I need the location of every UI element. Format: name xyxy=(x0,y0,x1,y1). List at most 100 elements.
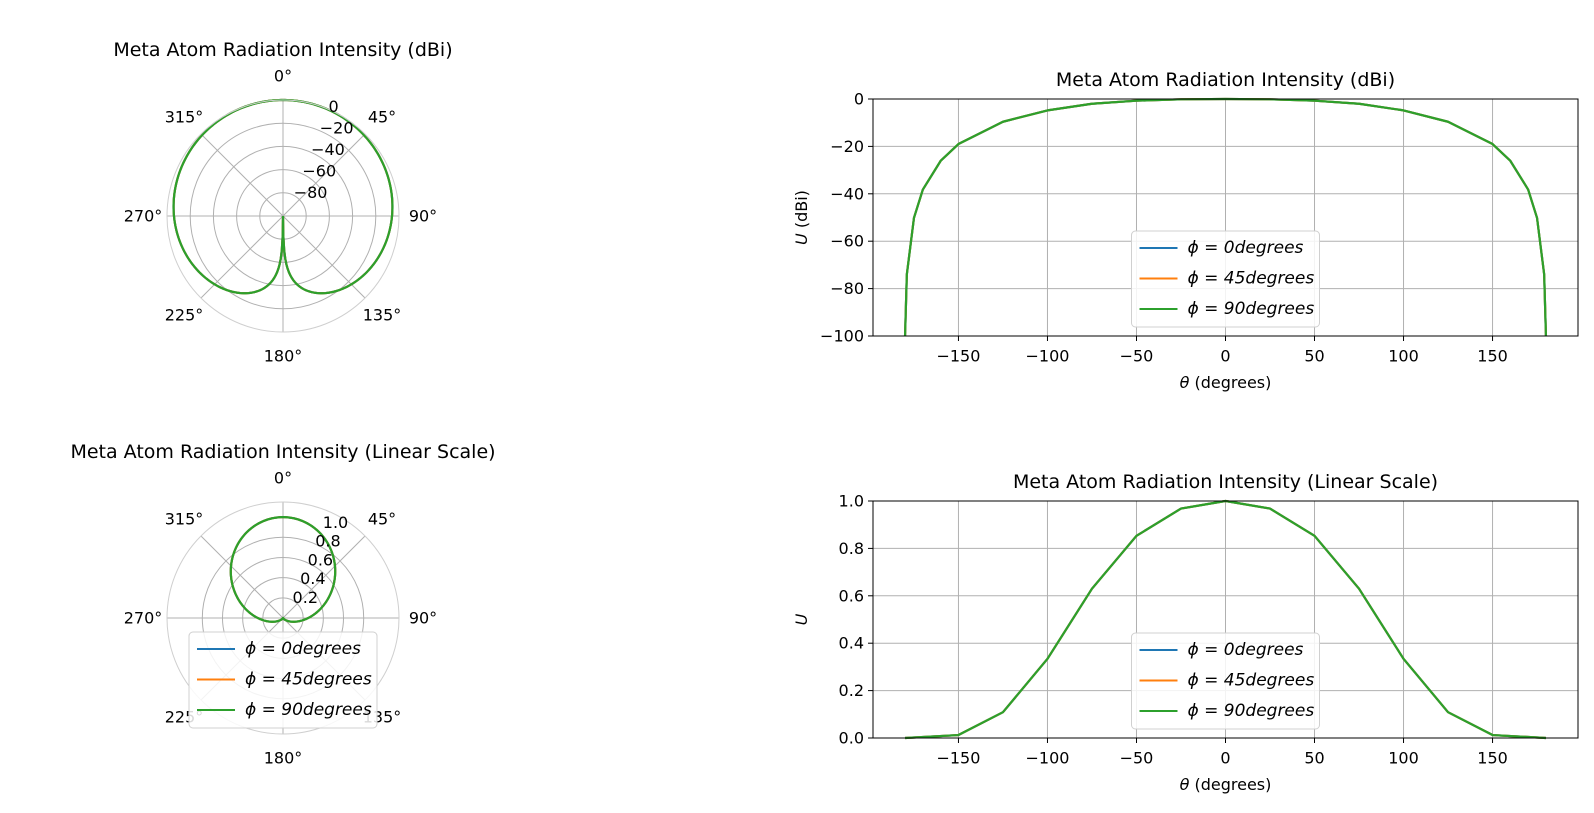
radius-gridline xyxy=(236,169,330,263)
polar-legend-label-2: ϕ = 90degrees xyxy=(245,700,372,720)
y-tick-label: 0.4 xyxy=(839,634,864,653)
chart-title: Meta Atom Radiation Intensity (Linear Sc… xyxy=(70,441,495,463)
chart-legend-symbol-2: ϕ xyxy=(1188,701,1199,721)
y-tick-label: 1.0 xyxy=(839,492,864,511)
chart-legend-symbol-0: ϕ xyxy=(1188,238,1199,258)
radius-gridline xyxy=(189,122,377,310)
polar-legend-symbol-2: ϕ xyxy=(245,700,256,720)
x-axis-label-text: (degrees) xyxy=(1189,775,1271,794)
radius-tick-label: 0.4 xyxy=(300,569,325,588)
polar-legend-frame xyxy=(188,631,378,729)
y-tick-label: −80 xyxy=(830,279,864,298)
polar-legend-label-0: ϕ = 0degrees xyxy=(245,639,361,659)
angle-gridline xyxy=(200,535,284,619)
chart-legend-label-2: ϕ = 90degrees xyxy=(1188,299,1315,319)
chart-title: Meta Atom Radiation Intensity (dBi) xyxy=(1056,69,1395,91)
polar-spine xyxy=(166,99,400,333)
chart-legend-text-0: = 0degrees xyxy=(1199,238,1304,258)
chart-legend-symbol-1: ϕ xyxy=(1188,671,1199,691)
angle-tick-label: 0° xyxy=(274,469,292,488)
chart-legend-label-1: ϕ = 45degrees xyxy=(1188,671,1315,691)
x-axis-label-symbol: θ xyxy=(1180,373,1190,392)
x-tick-label: 50 xyxy=(1304,347,1324,366)
y-tick-label: −100 xyxy=(820,327,864,346)
x-axis-label: θ (degrees) xyxy=(1180,373,1272,392)
x-tick-label: −50 xyxy=(1120,347,1154,366)
chart-legend-text-0: = 0degrees xyxy=(1199,640,1304,660)
x-tick-label: −50 xyxy=(1120,749,1154,768)
series-line-2 xyxy=(229,516,337,623)
x-tick-label: 100 xyxy=(1388,347,1419,366)
radius-tick-label: −40 xyxy=(311,140,345,159)
chart-legend-symbol-1: ϕ xyxy=(1188,269,1199,289)
angle-tick-label: 45° xyxy=(368,510,396,529)
angle-tick-label: 225° xyxy=(165,305,204,324)
x-tick-label: 50 xyxy=(1304,749,1324,768)
polar-legend-label-1: ϕ = 45degrees xyxy=(245,670,372,690)
y-tick-label: −20 xyxy=(830,137,864,156)
radius-tick-label: −20 xyxy=(320,118,354,137)
x-tick-label: 150 xyxy=(1477,749,1508,768)
x-axis-label-text: (degrees) xyxy=(1189,373,1271,392)
angle-tick-label: 180° xyxy=(264,347,303,366)
y-axis-label-symbol: U xyxy=(792,613,811,625)
y-axis-label: U (dBi) xyxy=(792,190,811,245)
angle-tick-label: 0° xyxy=(274,67,292,86)
angle-gridline xyxy=(200,133,284,217)
y-axis-label-symbol: U xyxy=(792,233,811,245)
chart-legend-symbol-0: ϕ xyxy=(1188,640,1199,660)
polar-legend-symbol-1: ϕ xyxy=(245,670,256,690)
angle-gridline xyxy=(282,133,366,217)
polar-spine xyxy=(166,501,400,735)
x-tick-label: −100 xyxy=(1025,749,1069,768)
angle-gridline xyxy=(200,215,284,299)
angle-tick-label: 90° xyxy=(409,609,437,628)
chart-legend-text-2: = 90degrees xyxy=(1199,701,1315,721)
y-tick-label: −60 xyxy=(830,232,864,251)
y-axis-label: U xyxy=(792,613,811,625)
radius-tick-label: 1.0 xyxy=(323,513,348,532)
chart-title: Meta Atom Radiation Intensity (Linear Sc… xyxy=(1013,471,1438,493)
radius-tick-label: −60 xyxy=(302,161,336,180)
radius-gridline xyxy=(212,145,354,287)
chart-legend-label-0: ϕ = 0degrees xyxy=(1188,640,1304,660)
radius-tick-label: 0.2 xyxy=(293,588,318,607)
y-tick-label: 0.2 xyxy=(839,681,864,700)
polar-legend-text-2: = 90degrees xyxy=(256,700,372,720)
y-tick-label: −40 xyxy=(830,184,864,203)
angle-tick-label: 315° xyxy=(165,510,204,529)
chart-legend-text-1: = 45degrees xyxy=(1199,269,1315,289)
x-tick-label: −100 xyxy=(1025,347,1069,366)
polar-linear-chart: 0°45°90°135°180°225°270°315°0.20.40.60.8… xyxy=(70,441,495,768)
angle-gridline xyxy=(282,535,366,619)
radius-tick-label: 0.8 xyxy=(315,532,340,551)
polar-legend-text-0: = 0degrees xyxy=(256,639,361,659)
chart-legend-label-2: ϕ = 90degrees xyxy=(1188,701,1315,721)
x-tick-label: −150 xyxy=(936,749,980,768)
x-axis-label-symbol: θ xyxy=(1180,775,1190,794)
x-tick-label: 100 xyxy=(1388,749,1419,768)
angle-gridline xyxy=(282,215,366,299)
y-tick-label: 0.6 xyxy=(839,586,864,605)
radius-tick-label: 0.6 xyxy=(308,550,333,569)
angle-tick-label: 45° xyxy=(368,108,396,127)
chart-legend-label-1: ϕ = 45degrees xyxy=(1188,269,1315,289)
chart-legend-label-0: ϕ = 0degrees xyxy=(1188,238,1304,258)
angle-tick-label: 315° xyxy=(165,108,204,127)
cartesian-linear-chart: −150 −100 −50 0 50 100 150 0.0 0.2 0.4 0.6 0.8 1.0 Me… xyxy=(792,471,1579,794)
x-tick-label: 0 xyxy=(1220,347,1230,366)
angle-tick-label: 90° xyxy=(409,207,437,226)
x-tick-label: 0 xyxy=(1220,749,1230,768)
polar-dbi-chart: 0° 45° 90° 135° 180° 225° 270° 315° −80 −60 −40 −20… xyxy=(113,39,452,366)
cartesian-dbi-chart: −150 −100 −50 0 50 100 150 −100 −80 −60 −40 −20 0 Met… xyxy=(792,69,1579,392)
polar-legend-text-1: = 45degrees xyxy=(256,670,372,690)
chart-legend-symbol-2: ϕ xyxy=(1188,299,1199,319)
angle-tick-label: 270° xyxy=(124,609,163,628)
y-tick-label: 0.8 xyxy=(839,539,864,558)
y-tick-label: 0 xyxy=(854,90,864,109)
angle-tick-label: 270° xyxy=(124,207,163,226)
chart-legend-text-2: = 90degrees xyxy=(1199,299,1315,319)
y-tick-label: 0.0 xyxy=(839,729,864,748)
angle-tick-label: 135° xyxy=(363,305,402,324)
